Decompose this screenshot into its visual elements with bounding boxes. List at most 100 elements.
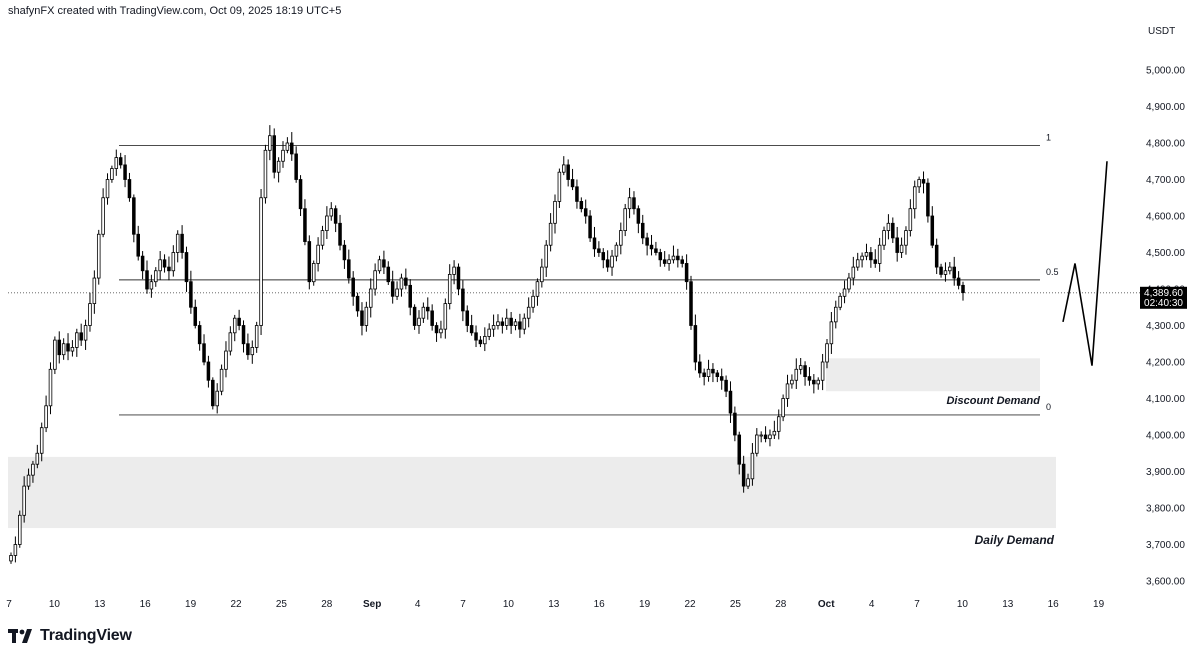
- candle-body-up: [526, 306, 531, 319]
- candle: [408, 279, 412, 316]
- candle-body-up: [759, 434, 763, 437]
- candle: [469, 314, 474, 336]
- candle-body-up: [768, 434, 772, 440]
- candle-body-up: [557, 171, 562, 202]
- candle: [478, 336, 483, 348]
- candle-body-up: [834, 306, 838, 323]
- candle-body-up: [329, 208, 334, 217]
- demand-zone-label: Discount Demand: [946, 395, 1040, 407]
- candle-body-down: [592, 237, 597, 250]
- candle-body-up: [149, 281, 154, 290]
- candle-body-down: [926, 182, 930, 217]
- demand-zone-rect: [826, 358, 1040, 392]
- candle: [961, 281, 965, 301]
- candle-body-up: [772, 430, 777, 436]
- date-tick-label: 13: [548, 599, 560, 610]
- candle: [404, 268, 408, 290]
- candle-body-up: [219, 368, 224, 392]
- candle: [347, 249, 351, 284]
- candle: [355, 292, 360, 317]
- date-tick-label: 4: [415, 599, 421, 610]
- date-tick-label: 16: [594, 599, 606, 610]
- current-price-value: 4,389.60: [1144, 288, 1183, 299]
- candle-body-down: [123, 164, 127, 180]
- candle-body-down: [570, 179, 575, 188]
- candle-body-down: [702, 372, 706, 378]
- candle-body-up: [820, 361, 825, 381]
- candle: [825, 339, 829, 369]
- candle: [272, 128, 276, 179]
- candle: [83, 319, 88, 350]
- candle-body-up: [96, 233, 101, 279]
- candle-body-up: [364, 306, 369, 326]
- candle: [329, 202, 334, 221]
- date-tick-label: 22: [684, 599, 696, 610]
- candle-body-down: [921, 179, 926, 184]
- date-tick-label: 25: [276, 599, 288, 610]
- candle-body-down: [272, 135, 276, 173]
- candle: [798, 357, 803, 375]
- time-axis[interactable]: 7 10 13 16 19 22 25 28 Sep 4 7 10 13 16 19 22 25 28 Oct 4 7 1…: [6, 599, 1104, 610]
- candle-body-down: [649, 244, 654, 250]
- candle: [649, 234, 654, 256]
- candle: [110, 165, 114, 183]
- candle: [96, 229, 101, 285]
- candle: [509, 311, 513, 334]
- candle: [500, 317, 505, 334]
- candle-body-up: [250, 346, 255, 356]
- candle: [333, 205, 338, 233]
- candle-body-down: [206, 361, 211, 381]
- candle: [706, 359, 711, 382]
- candle: [820, 353, 825, 391]
- candle-body-down: [956, 277, 961, 286]
- candle-body-up: [439, 328, 443, 334]
- candle: [518, 313, 522, 338]
- candle: [860, 252, 864, 268]
- candle: [456, 263, 461, 296]
- candle-body-down: [698, 361, 702, 374]
- candle: [741, 455, 746, 493]
- candle: [487, 323, 491, 341]
- candle-body-up: [785, 383, 790, 399]
- candle: [671, 245, 676, 264]
- candle-body-up: [443, 303, 448, 330]
- candle: [912, 180, 917, 219]
- candle: [658, 248, 663, 267]
- candle-body-down: [724, 379, 728, 392]
- candle: [553, 194, 557, 234]
- candle-body-up: [886, 222, 891, 232]
- price-axis[interactable]: 5,000.00 4,900.00 4,800.00 4,700.00 4,600.00…: [1146, 66, 1185, 588]
- date-tick-label: 16: [1048, 599, 1060, 610]
- candle: [35, 444, 40, 469]
- candle-body-down: [386, 266, 391, 283]
- date-tick-label: Oct: [818, 599, 835, 610]
- candle: [390, 270, 395, 304]
- candle-body-down: [338, 222, 342, 246]
- price-tick-label: 5,000.00: [1146, 66, 1185, 77]
- candle-body-up: [540, 266, 544, 283]
- candle: [684, 254, 689, 290]
- candle: [698, 354, 702, 378]
- candle-body-down: [211, 379, 215, 407]
- candle: [728, 381, 733, 423]
- candle: [246, 333, 250, 360]
- price-tick-label: 4,300.00: [1146, 321, 1185, 332]
- candle: [886, 214, 891, 240]
- candle: [382, 250, 386, 275]
- candle-body-up: [904, 230, 908, 246]
- date-tick-label: 19: [185, 599, 197, 610]
- candle: [114, 149, 119, 176]
- candle-body-down: [961, 284, 965, 294]
- price-tick-label: 4,800.00: [1146, 139, 1185, 150]
- candle-body-up: [9, 555, 13, 562]
- candle: [132, 194, 136, 243]
- candle-body-up: [548, 222, 553, 246]
- candle: [127, 172, 132, 202]
- candle: [44, 395, 48, 433]
- tradingview-logo[interactable]: TradingView: [8, 626, 132, 646]
- candle: [193, 299, 198, 329]
- candle: [184, 246, 189, 292]
- candle: [79, 323, 83, 346]
- candle-body-down: [895, 237, 899, 253]
